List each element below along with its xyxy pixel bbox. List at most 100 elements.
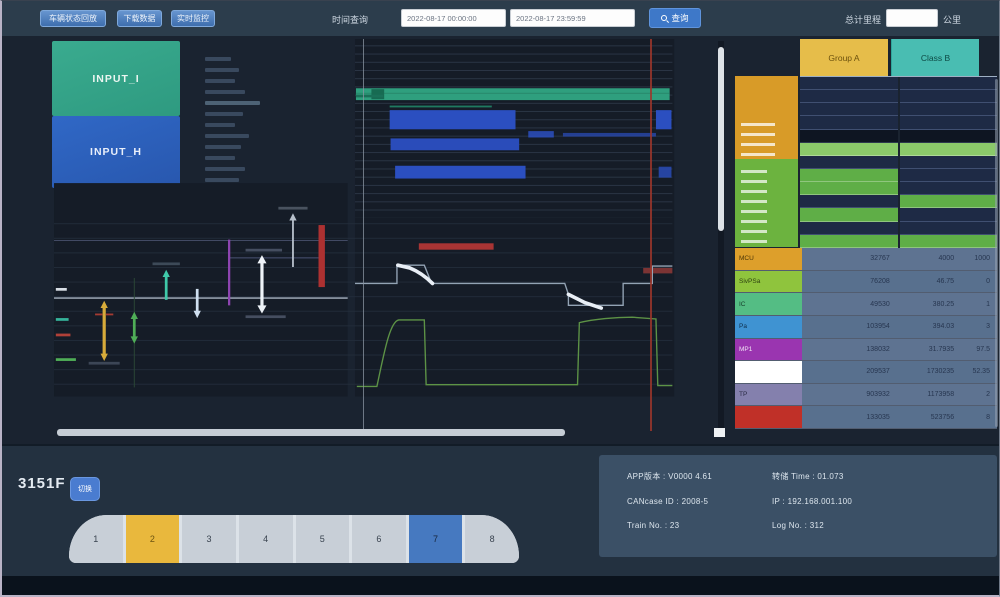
cell-value: 380.25 (932, 300, 955, 308)
status-cell[interactable] (800, 77, 898, 91)
table-row[interactable]: Pa 103954 394.03 3 (735, 315, 997, 339)
cell-value: 523756 (930, 413, 955, 421)
realtime-button[interactable]: 实时监控 (171, 10, 215, 27)
status-cell[interactable] (800, 234, 898, 248)
status-cell[interactable] (800, 116, 898, 130)
time-cursor-line[interactable] (650, 39, 652, 431)
cell-value: 138032 (866, 345, 890, 353)
table-row[interactable]: TP 903932 1173958 2 (735, 383, 997, 407)
train-car-8[interactable]: 8 (465, 515, 519, 563)
status-cell[interactable] (899, 168, 997, 183)
signal-name-list (205, 57, 365, 197)
row-color-label: Pa (735, 315, 802, 338)
row-color-label: MCU (735, 248, 802, 270)
train-car-6[interactable]: 6 (352, 515, 406, 563)
right-panel-scrollbar[interactable] (995, 79, 998, 427)
table-row[interactable]: IC 49530 380.25 1 (735, 293, 997, 316)
vertical-scrollbar-track[interactable] (718, 41, 724, 431)
signal-label-item (205, 178, 239, 182)
search-button-label: 查询 (671, 13, 689, 23)
status-cell[interactable] (800, 182, 898, 196)
train-car-7[interactable]: 7 (408, 515, 463, 563)
status-cell[interactable] (899, 116, 997, 130)
table-row[interactable]: MCU 32767 4000 1000 (735, 248, 997, 271)
time-from-input[interactable] (401, 9, 506, 27)
cell-value: 49530 (870, 300, 890, 308)
signal-label-item (205, 134, 249, 138)
status-cell[interactable] (899, 129, 997, 143)
status-cell[interactable] (899, 195, 997, 209)
input-i-label: INPUT_I (92, 72, 140, 85)
status-cell[interactable] (800, 208, 898, 222)
input-i-box[interactable]: INPUT_I (52, 41, 180, 116)
timeline-and-waveform-chart (54, 39, 675, 397)
status-cell[interactable] (899, 208, 997, 222)
mileage-input[interactable] (886, 9, 938, 27)
topbar: 车辆状态回放 下载数据 实时监控 时间查询 查询 总计里程 公里 (2, 1, 999, 36)
info-line: IP : 192.168.001.100 (772, 497, 853, 506)
status-cell[interactable] (899, 103, 997, 117)
cell-value: 903932 (866, 391, 890, 399)
vertical-scrollbar-thumb[interactable] (718, 47, 724, 231)
status-cell[interactable] (800, 142, 898, 156)
cell-value: 103954 (866, 323, 890, 331)
status-cell[interactable] (899, 221, 997, 235)
row-color-label (735, 361, 802, 383)
signal-label-item (205, 167, 245, 171)
signal-group-orange (735, 76, 798, 159)
table-row[interactable]: SivPSa 76208 46.75 0 (735, 270, 997, 294)
status-cell[interactable] (800, 168, 898, 183)
car-number: 6 (376, 534, 382, 544)
status-cell[interactable] (899, 77, 997, 91)
status-cell[interactable] (800, 221, 898, 235)
table-row[interactable]: 133035 523756 8 (735, 406, 997, 429)
row-color-label: SivPSa (735, 270, 802, 293)
signal-label-item (205, 156, 235, 160)
row-color-label: MP1 (735, 338, 802, 361)
info-column-left: APP版本 : V0000 4.61 CANcase ID : 2008-5 Tra… (627, 471, 712, 557)
train-car-1[interactable]: 1 (69, 515, 123, 563)
status-cell[interactable] (800, 195, 898, 209)
car-number: 7 (433, 534, 439, 544)
status-grid (800, 76, 997, 248)
status-cell[interactable] (800, 129, 898, 143)
train-car-3[interactable]: 3 (182, 515, 236, 563)
tab-group-a[interactable]: Group A (800, 39, 888, 76)
train-car-5[interactable]: 5 (295, 515, 350, 563)
signal-label-item (205, 90, 245, 94)
train-car-2[interactable]: 2 (125, 515, 180, 563)
search-icon (661, 15, 668, 21)
train-car-4[interactable]: 4 (238, 515, 293, 563)
status-cell[interactable] (899, 234, 997, 248)
status-cell[interactable] (899, 90, 997, 104)
signal-label-item (205, 101, 260, 105)
status-cell[interactable] (899, 142, 997, 156)
switch-train-button[interactable]: 切换 (70, 477, 100, 501)
row-values: 76208 46.75 0 (802, 270, 997, 293)
cell-value: 1 (986, 300, 990, 308)
download-button[interactable]: 下载数据 (117, 10, 162, 27)
table-row[interactable]: MP1 138032 31.7935 97.5 (735, 338, 997, 362)
status-cell[interactable] (800, 155, 898, 169)
cell-value: 31.7935 (928, 345, 955, 353)
cell-value: 8 (986, 413, 990, 421)
search-button[interactable]: 查询 (649, 8, 701, 28)
status-cell[interactable] (800, 103, 898, 117)
status-cell[interactable] (800, 90, 898, 104)
signal-label-item (205, 57, 231, 61)
car-number: 5 (319, 534, 325, 544)
status-cell[interactable] (899, 155, 997, 169)
cell-value: 0 (986, 277, 990, 285)
table-row[interactable]: 209537 1730235 52.35 (735, 361, 997, 384)
cell-value: 4000 (938, 255, 955, 263)
tab-class-b[interactable]: Class B (891, 39, 979, 76)
input-h-box[interactable]: INPUT_H (52, 116, 180, 188)
horizontal-scrollbar-thumb[interactable] (57, 429, 565, 436)
row-values: 32767 4000 1000 (802, 248, 997, 270)
info-line: Train No. : 23 (627, 521, 680, 530)
cell-value: 394.03 (932, 323, 955, 331)
status-cell[interactable] (899, 182, 997, 196)
mileage-label: 总计里程 (845, 15, 882, 25)
time-to-input[interactable] (510, 9, 635, 27)
playback-button[interactable]: 车辆状态回放 (40, 10, 106, 27)
